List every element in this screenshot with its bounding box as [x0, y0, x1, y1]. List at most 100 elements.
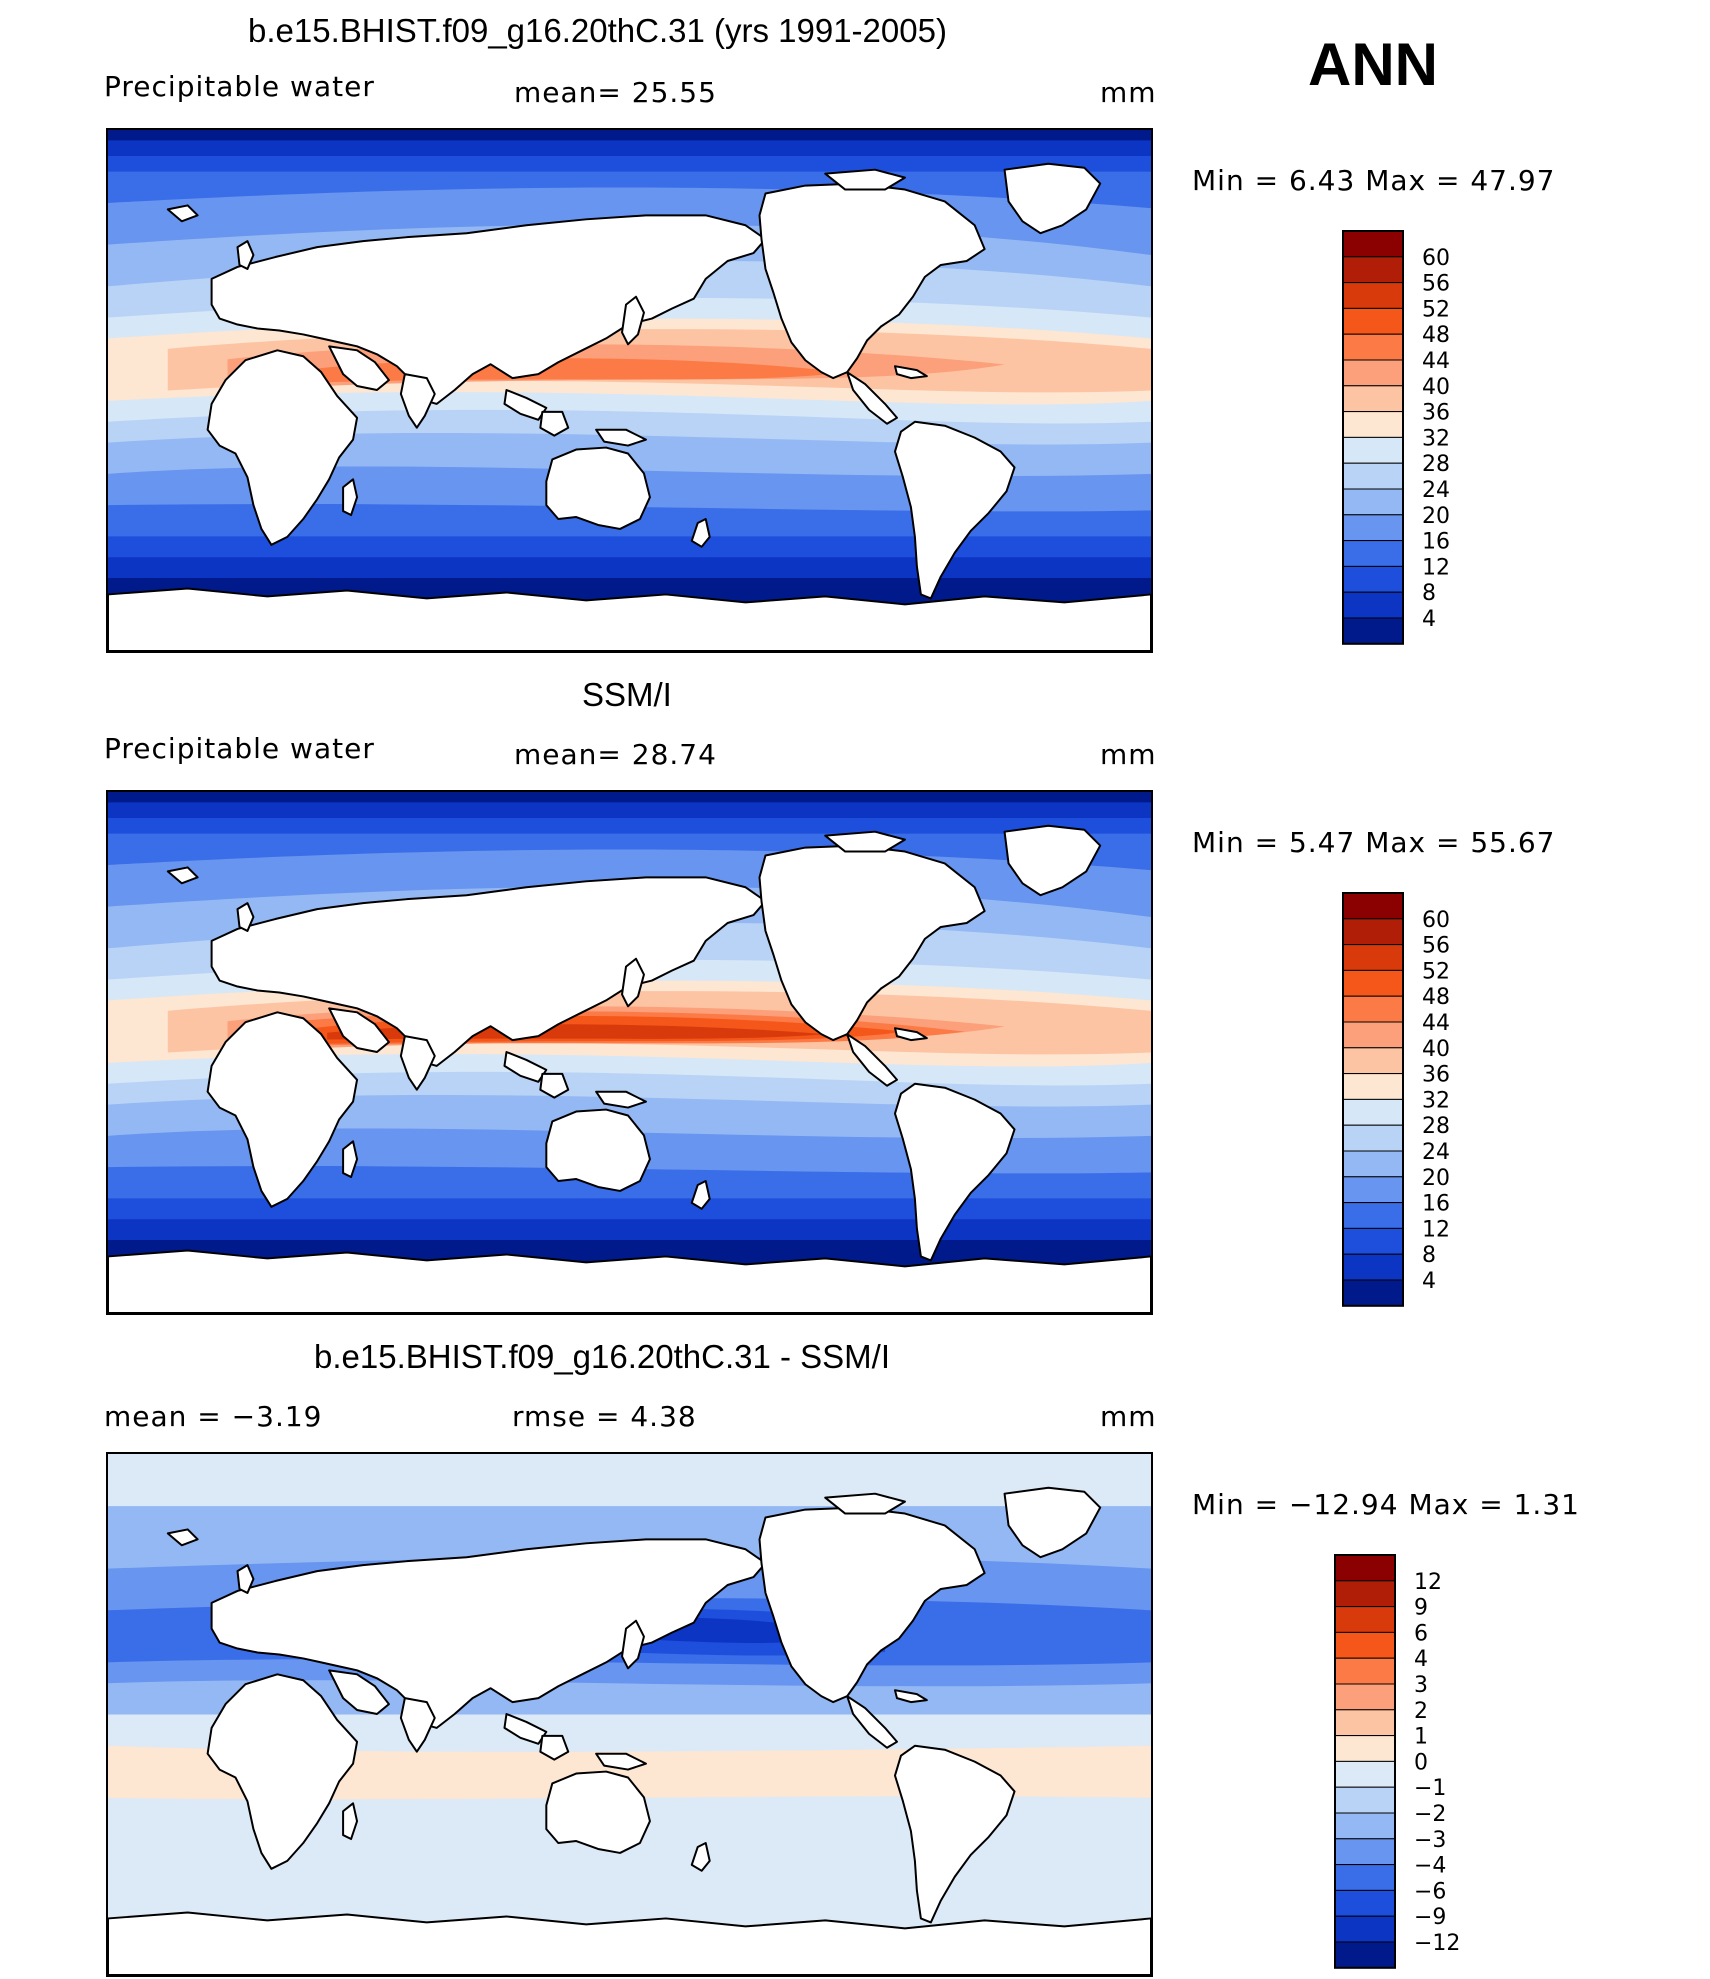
panel-3-contour-band: [108, 1745, 1151, 1800]
panel-1-colorbar-swatch: [1342, 591, 1404, 619]
panel-3-colorbar-tick-label: −9: [1414, 1905, 1446, 1930]
panel-3-colorbar-swatch: [1334, 1889, 1396, 1917]
panel-3-colorbar-swatch: [1334, 1606, 1396, 1633]
panel-1-colorbar-tick-label: 44: [1422, 349, 1450, 374]
panel-2-colorbar-tick-label: 40: [1422, 1037, 1450, 1062]
panel-1-land-uk: [236, 240, 255, 270]
panel-2-land-centralamerica: [846, 1033, 898, 1087]
panel-2-colorbar-frame: [1342, 892, 1404, 1307]
panel-2-colorbar-swatch: [1342, 892, 1404, 920]
panel-2-map: [106, 790, 1153, 1315]
panel-2-land-eurasia: [210, 876, 767, 1067]
panel-1-colorbar-swatch: [1342, 617, 1404, 645]
panel-1-colorbar-swatch: [1342, 462, 1404, 490]
panel-2-colorbar-tick-label: 4: [1422, 1269, 1436, 1294]
panel-3-colorbar: 12 9 6 4 3 2 1 0 −1 −2 −3 −4 −6 −9 −12: [1334, 1554, 1504, 1971]
panel-1-land-africa: [206, 349, 359, 546]
panel-3-colorbar-swatch: [1334, 1864, 1396, 1891]
panel-1-colorbar-tick-label: 48: [1422, 323, 1450, 348]
panel-2-colorbar-swatch: [1342, 944, 1404, 971]
panel-2-colorbar: 60 56 52 48 44 40 36 32 28 24 20 16 12 8 4: [1342, 892, 1512, 1309]
panel-3-colorbar-swatch: [1334, 1554, 1396, 1582]
panel-1-colorbar-tick-label: 16: [1422, 530, 1450, 555]
panel-1-minmax: Min = 6.43 Max = 47.97: [1192, 164, 1556, 197]
panel-3-colorbar-tick-label: −6: [1414, 1879, 1446, 1904]
panel-3-land-madagascar: [342, 1802, 359, 1841]
panel-1-land-canada-arctic: [824, 168, 906, 191]
panel-1-land-centralamerica: [846, 371, 898, 425]
panel-3-title: b.e15.BHIST.f09_g16.20thC.31 - SSM/I: [314, 1338, 891, 1375]
panel-2-title: SSM/I: [582, 676, 672, 713]
panel-3-colorbar-tick-label: −1: [1414, 1776, 1446, 1801]
panel-1-colorbar-swatch: [1342, 359, 1404, 387]
panel-2-land-canada-arctic: [824, 830, 906, 853]
panel-2-colorbar-tick-label: 28: [1422, 1114, 1450, 1139]
season-label: ANN: [1308, 31, 1438, 98]
panel-3-colorbar-tick-label: 3: [1414, 1673, 1428, 1698]
panel-3-colorbar-tick-label: −2: [1414, 1802, 1446, 1827]
panel-2-colorbar-tick-label: 32: [1422, 1088, 1450, 1113]
panel-2-colorbar-swatch: [1342, 969, 1404, 997]
panel-1-land-madagascar: [342, 478, 359, 517]
panel-2-variable-label: Precipitable water: [104, 732, 375, 765]
panel-3-mean-label: mean = −3.19: [104, 1400, 323, 1433]
panel-1-colorbar-tick-label: 24: [1422, 478, 1450, 503]
panel-1-map-svg: [108, 130, 1151, 651]
panel-2-colorbar-swatch: [1342, 1279, 1404, 1307]
panel-2-minmax: Min = 5.47 Max = 55.67: [1192, 826, 1556, 859]
panel-1-land-cuba: [893, 365, 928, 380]
panel-3-minmax: Min = −12.94 Max = 1.31: [1192, 1488, 1580, 1521]
panel-3-colorbar-swatch: [1334, 1580, 1396, 1608]
panel-2-land-newzealand: [690, 1180, 711, 1210]
panel-2-colorbar-tick-label: 36: [1422, 1063, 1450, 1088]
panel-1-colorbar-swatch: [1342, 488, 1404, 516]
panel-3-colorbar-tick-label: 12: [1414, 1570, 1442, 1595]
panel-2-colorbar-tick-label: 16: [1422, 1192, 1450, 1217]
panel-2-land-india: [399, 1035, 436, 1091]
panel-3-colorbar-swatch: [1334, 1735, 1396, 1762]
panel-1-land-greenland: [1003, 162, 1102, 235]
panel-1-land-india: [399, 373, 436, 429]
panel-1-land-newzealand: [690, 518, 711, 548]
panel-1-colorbar-swatch: [1342, 230, 1404, 258]
panel-2-land-arabia: [328, 1007, 390, 1053]
panel-3-land-greenland: [1003, 1486, 1102, 1559]
panel-1-colorbar-swatch: [1342, 540, 1404, 567]
panel-3-colorbar-tick-label: −4: [1414, 1854, 1446, 1879]
panel-3-land-cuba: [893, 1689, 928, 1704]
panel-3-colorbar-swatch: [1334, 1915, 1396, 1943]
panel-2-colorbar-tick-label: 8: [1422, 1243, 1436, 1268]
panel-1-colorbar-frame: [1342, 230, 1404, 645]
panel-2-colorbar-tick-label: 24: [1422, 1140, 1450, 1165]
panel-1-land-southamerica: [893, 420, 1016, 600]
panel-3-land-uk: [236, 1564, 255, 1594]
panel-1-colorbar-tick-label: 32: [1422, 426, 1450, 451]
panel-2-land-iceland: [166, 866, 199, 885]
panel-3-colorbar-swatch: [1334, 1786, 1396, 1814]
panel-3-colorbar-tick-label: 1: [1414, 1725, 1428, 1750]
panel-1-colorbar: 60 56 52 48 44 40 36 32 28 24 20 16 12 8 4: [1342, 230, 1512, 647]
panel-3-rmse-label: rmse = 4.38: [512, 1400, 697, 1433]
panel-1-mean-label: mean= 25.55: [514, 76, 717, 109]
panel-2-colorbar-swatch: [1342, 1047, 1404, 1075]
panel-3-colorbar-tick-label: −3: [1414, 1828, 1446, 1853]
panel-1-land-borneo: [539, 410, 570, 437]
panel-3-land-australia: [545, 1770, 651, 1854]
panel-3-colorbar-swatch: [1334, 1838, 1396, 1866]
panel-3-land-centralamerica: [846, 1695, 898, 1749]
panel-2-colorbar-swatch: [1342, 1176, 1404, 1204]
panel-3-land-borneo: [539, 1734, 570, 1761]
panel-1-colorbar-tick-label: 28: [1422, 452, 1450, 477]
panel-3-colorbar-swatch: [1334, 1941, 1396, 1969]
panel-1-land-newguinea: [595, 428, 647, 447]
panel-1-colorbar-swatch: [1342, 565, 1404, 593]
panel-3-units: mm: [1100, 1400, 1157, 1433]
panel-2-land-borneo: [539, 1072, 570, 1099]
panel-1-land-northamerica: [758, 182, 986, 380]
panel-3-land-eurasia: [210, 1538, 767, 1729]
panel-3-colorbar-frame: [1334, 1554, 1396, 1969]
panel-2-colorbar-swatch: [1342, 1098, 1404, 1126]
panel-1-land-antarctica: [108, 587, 1151, 651]
panel-3-map: [106, 1452, 1153, 1977]
panel-3-land-northamerica: [758, 1506, 986, 1704]
